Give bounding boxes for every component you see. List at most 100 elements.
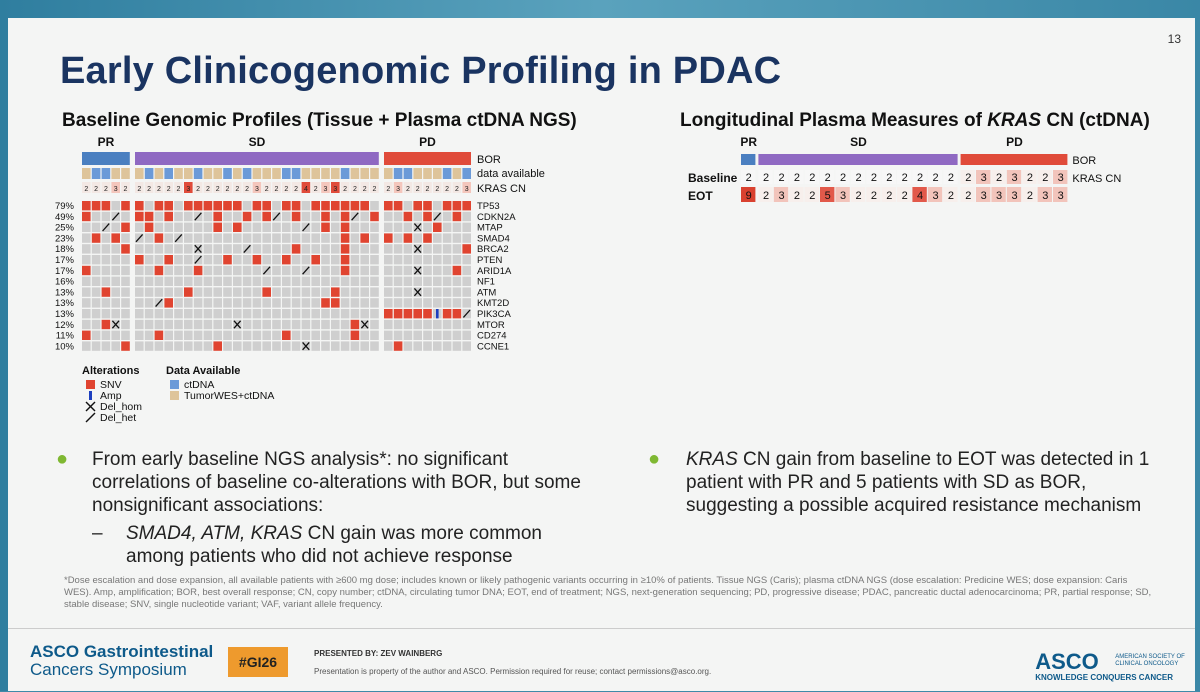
gene-label: KMT2D (477, 298, 509, 309)
gene-cell (91, 201, 101, 211)
gene-cell (350, 255, 360, 265)
gene-cell (311, 298, 320, 308)
gene-cell (452, 298, 462, 308)
gene-cell (301, 287, 311, 297)
baseline-cell (866, 170, 881, 184)
eot-value: 2 (965, 190, 971, 202)
gene-cell (370, 276, 379, 286)
gene-cell (340, 330, 350, 340)
gene-label: CCNE1 (477, 341, 509, 352)
gene-cell (144, 255, 154, 265)
gene-cell (433, 222, 442, 232)
gene-cell (242, 265, 252, 276)
gene-label: PTEN (477, 255, 502, 266)
gene-cell (282, 276, 291, 286)
eot-cell (741, 187, 756, 202)
gene-cell (272, 330, 281, 340)
gene-cell (154, 255, 164, 265)
gene-cell (452, 233, 462, 243)
data-available-cell (331, 168, 340, 179)
gene-cell (403, 341, 413, 351)
gene-cell (370, 211, 379, 222)
gene-cell (164, 201, 173, 211)
baseline-cell (1053, 170, 1068, 184)
gene-cell (135, 309, 144, 319)
gene-cell (393, 233, 403, 243)
gene-cell (184, 309, 193, 319)
baseline-cell (850, 170, 866, 184)
del-het-mark (194, 212, 202, 221)
gene-cell (291, 309, 301, 319)
gene-cell (184, 244, 193, 254)
gene-cell (311, 319, 320, 330)
gene-cell (452, 255, 462, 265)
gene-cell (350, 265, 360, 276)
data-available-cell (154, 168, 164, 179)
gene-cell (384, 330, 393, 340)
gene-cell (242, 201, 252, 211)
kras-cn-value: 2 (416, 186, 420, 193)
gene-cell (193, 233, 203, 243)
gene-cell (262, 255, 271, 265)
gene-cell (82, 298, 91, 308)
eot-cell (758, 187, 773, 202)
kras-cn-value: 2 (226, 186, 230, 193)
gene-cell (154, 341, 164, 351)
gene-label: MTOR (477, 320, 505, 331)
bullet-left-main: From early baseline NGS analysis*: no si… (92, 449, 581, 516)
gene-cell (213, 201, 222, 211)
gene-cell (370, 309, 379, 319)
kras-cn-value: 2 (84, 186, 88, 193)
kras-cn-value: 2 (177, 186, 181, 193)
gene-cell (262, 319, 271, 330)
gene-cell (452, 222, 462, 232)
kras-cn-cell (321, 182, 330, 193)
gene-cell (442, 201, 452, 211)
data-available-cell (121, 168, 130, 179)
gene-cell (101, 287, 111, 297)
eot-value: 3 (981, 190, 987, 202)
gene-cell (462, 298, 471, 308)
gene-cell (331, 222, 340, 232)
gene-cell (111, 276, 120, 286)
gene-cell (350, 244, 360, 254)
eot-value: 2 (886, 190, 892, 202)
gene-cell (233, 330, 242, 340)
del-het-mark (302, 266, 310, 275)
gene-label: NF1 (477, 277, 495, 288)
kras-cn-cell (213, 182, 222, 193)
kras-cn-value: 2 (196, 186, 200, 193)
gene-percent: 10% (55, 341, 75, 352)
gene-cell (193, 222, 203, 232)
data-available-cell (223, 168, 232, 179)
gene-cell (262, 341, 271, 351)
gene-cell (301, 319, 311, 330)
gene-cell (101, 319, 111, 330)
gene-cell (291, 276, 301, 286)
gene-cell (360, 233, 369, 243)
gene-cell (223, 201, 232, 211)
gene-cell (193, 265, 203, 276)
data-available-cell (262, 168, 271, 179)
gene-cell (121, 255, 130, 265)
del-hom-mark (360, 320, 369, 329)
gene-cell (213, 298, 222, 308)
eot-cell (850, 187, 866, 202)
gene-cell (213, 341, 222, 351)
gene-cell (193, 341, 203, 351)
gene-label: ATM (477, 287, 496, 298)
gene-cell (203, 255, 213, 265)
eot-value: 3 (996, 190, 1002, 202)
gene-cell (101, 233, 111, 243)
baseline-cell (758, 170, 773, 184)
gene-cell (360, 201, 369, 211)
gene-cell (233, 222, 242, 232)
eot-cell (881, 187, 896, 202)
baseline-cell (927, 170, 943, 184)
gene-cell (144, 341, 154, 351)
kras-cn-value: 2 (435, 186, 439, 193)
eot-value: 2 (794, 190, 800, 202)
bullet-dash: – (92, 523, 103, 544)
gene-cell (154, 330, 164, 340)
gene-cell (154, 287, 164, 297)
